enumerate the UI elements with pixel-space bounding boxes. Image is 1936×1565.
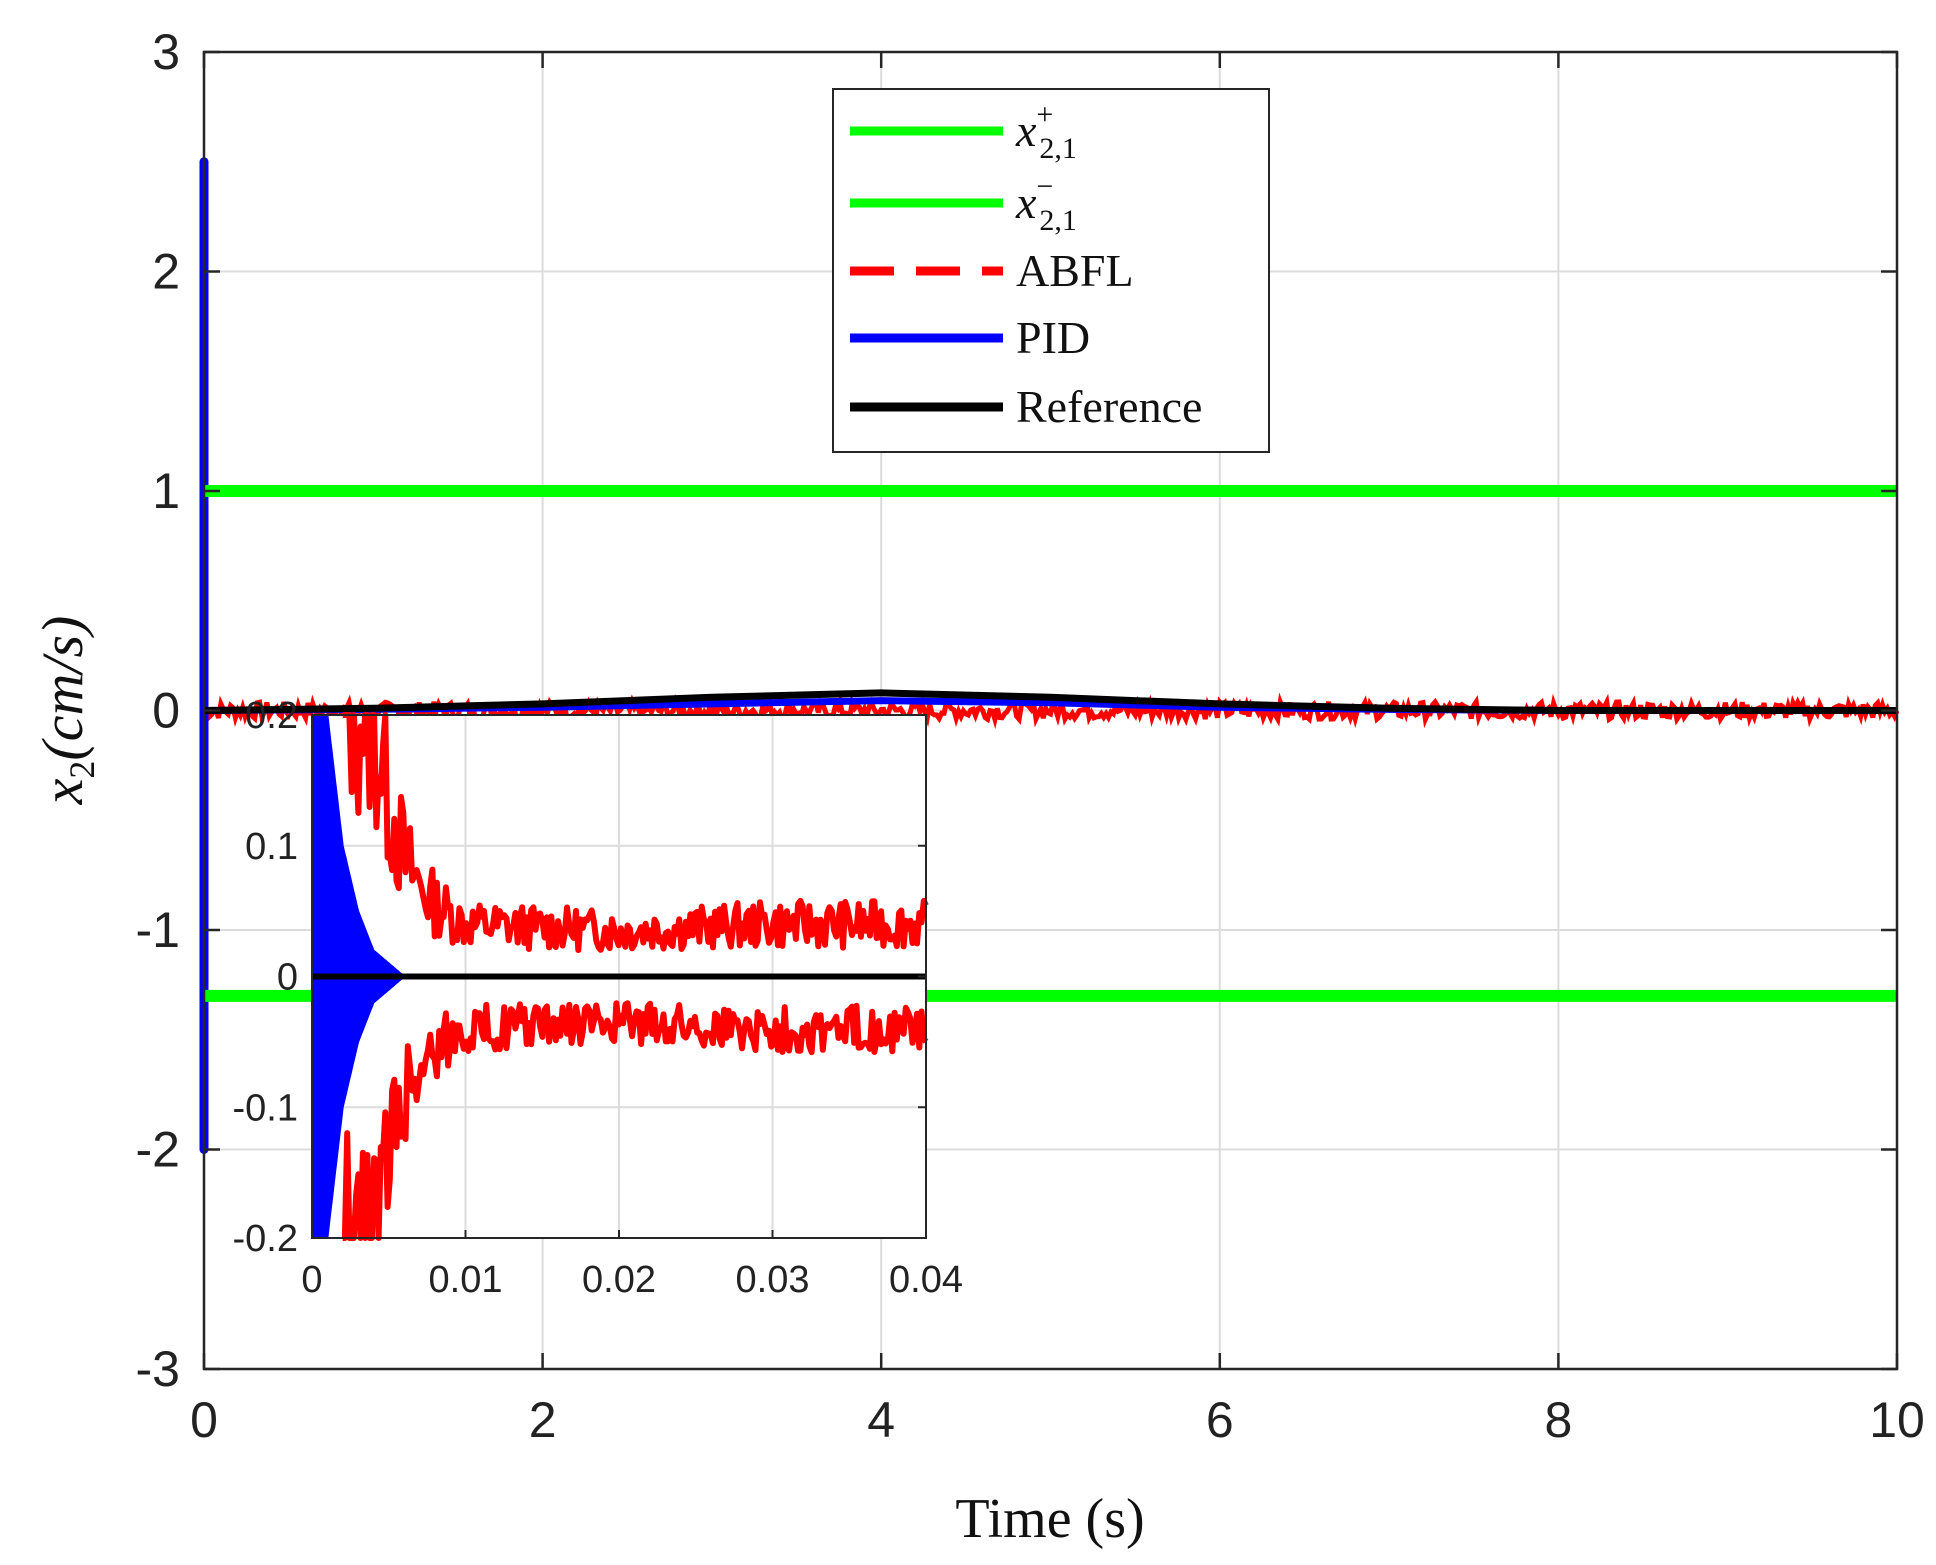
legend-label-pid: PID: [1016, 312, 1090, 363]
main-y-tick-label: 0: [152, 683, 180, 739]
y-axis-label-base: x: [30, 778, 95, 805]
inset-y-tick-label: 0.2: [245, 695, 298, 737]
legend-x-upper-sup: +: [1036, 98, 1053, 131]
inset-x-tick-label: 0.04: [889, 1259, 963, 1301]
inset-series-group: [311, 712, 929, 1241]
legend-x-upper-base: x: [1015, 105, 1037, 156]
y-axis-label-sub: 2: [62, 761, 102, 779]
main-y-tick-label: -2: [136, 1122, 180, 1178]
main-y-tick-label: -1: [136, 902, 180, 958]
legend-label-x-upper: x+ 2,1: [1015, 98, 1077, 165]
inset-y-tick-label: 0.1: [245, 826, 298, 868]
inset-x-tick-label: 0: [301, 1259, 322, 1301]
y-axis-label: x2(cm/s): [30, 616, 102, 806]
main-x-tick-label: 8: [1544, 1392, 1572, 1448]
legend-label-x-lower: x− 2,1: [1015, 170, 1077, 237]
legend-x-lower-sup: −: [1036, 170, 1053, 203]
legend-label-abfl: ABFL: [1016, 245, 1134, 296]
inset-x-tick-label: 0.03: [736, 1259, 810, 1301]
inset-x-tick-labels: 0 0.01 0.02 0.03 0.04: [301, 1259, 963, 1301]
inset-x-tick-label: 0.02: [582, 1259, 656, 1301]
legend-label-reference: Reference: [1016, 381, 1202, 432]
main-y-tick-label: -3: [136, 1341, 180, 1397]
main-x-tick-label: 4: [867, 1392, 895, 1448]
inset-abfl-upper-trace: [341, 712, 929, 953]
legend-box: [832, 88, 1270, 453]
main-ticks: [202, 50, 1899, 1371]
main-x-tick-label: 0: [190, 1392, 218, 1448]
inset-abfl-lower-trace: [341, 1000, 929, 1241]
inset-ticks: [311, 714, 927, 1239]
inset-y-tick-label: -0.2: [233, 1218, 298, 1260]
inset-axes: 0 0.01 0.02 0.03 0.04 -0.2 -0.1 0 0.1 0.2: [233, 695, 963, 1301]
inset-y-tick-labels: -0.2 -0.1 0 0.1 0.2: [233, 695, 298, 1260]
x-axis-label: Time (s): [955, 1488, 1144, 1550]
inset-x-tick-label: 0.01: [429, 1259, 503, 1301]
y-axis-label-rest: (cm/s): [30, 616, 95, 761]
inset-y-tick-label: -0.1: [233, 1087, 298, 1129]
main-y-tick-label: 2: [152, 244, 180, 300]
main-y-tick-label: 3: [152, 24, 180, 80]
inset-y-tick-label: 0: [277, 957, 298, 999]
main-x-tick-label: 10: [1869, 1392, 1925, 1448]
main-x-tick-label: 6: [1206, 1392, 1234, 1448]
main-x-tick-label: 2: [529, 1392, 557, 1448]
legend: x+ 2,1 x− 2,1 ABFL PID Reference: [832, 88, 1270, 453]
series-reference-line: [203, 689, 1897, 714]
legend-x-lower-base: x: [1015, 177, 1037, 228]
main-y-tick-labels: -3 -2 -1 0 1 2 3: [136, 24, 180, 1397]
main-y-tick-label: 1: [152, 463, 180, 519]
legend-x-upper-sub: 2,1: [1039, 132, 1077, 165]
main-x-tick-labels: 0 2 4 6 8 10: [190, 1392, 1925, 1448]
legend-x-lower-sub: 2,1: [1039, 204, 1077, 237]
